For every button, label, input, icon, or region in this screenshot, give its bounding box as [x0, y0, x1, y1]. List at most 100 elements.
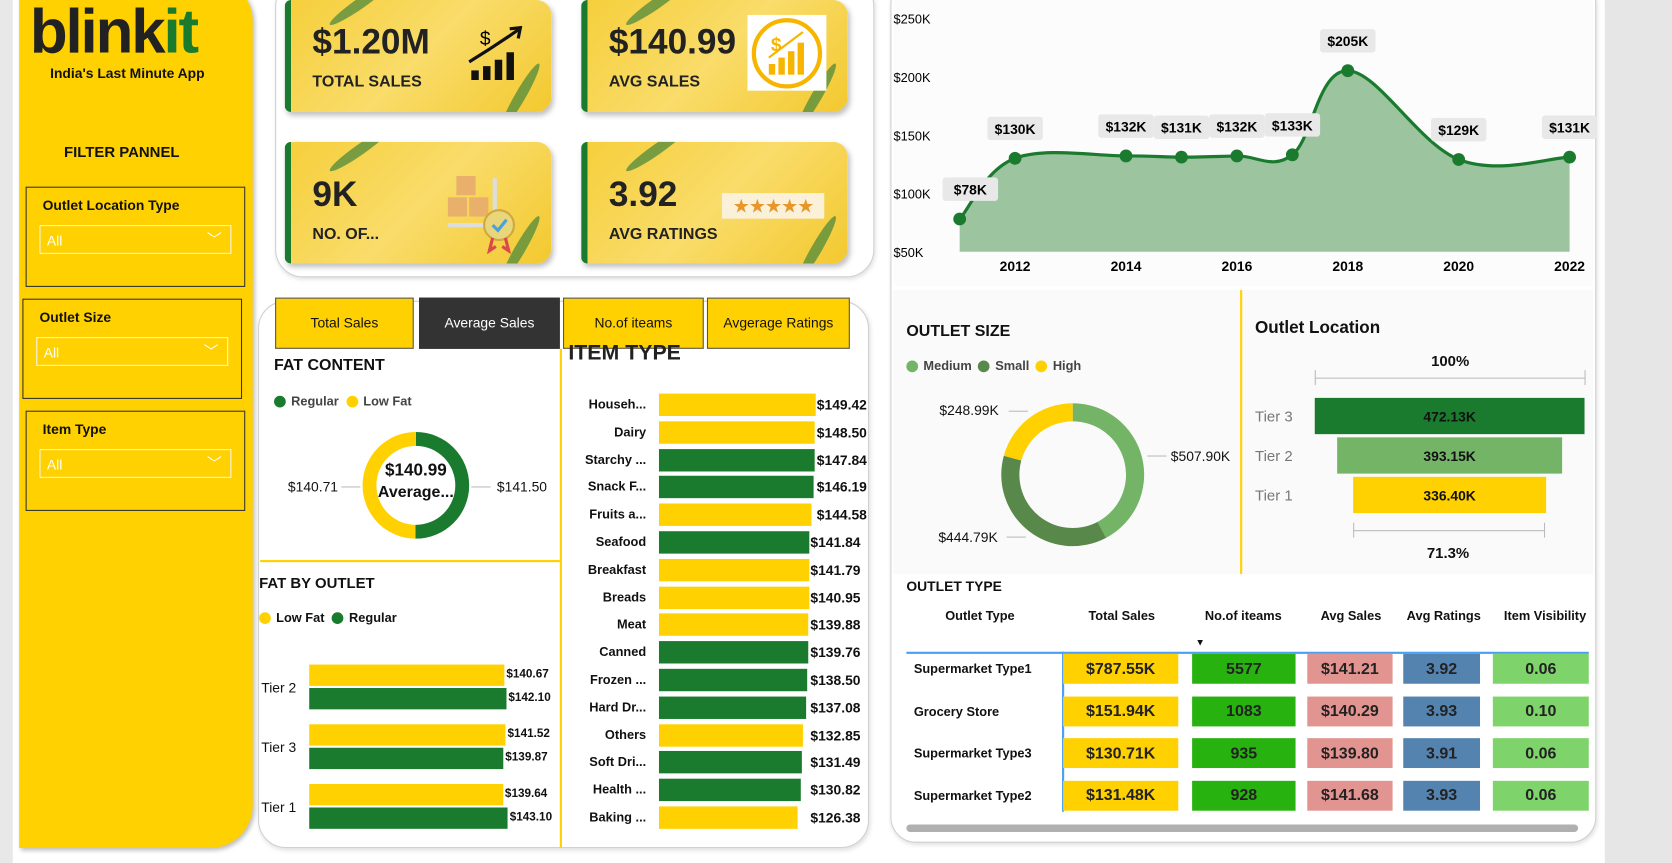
- table-cell: 1083: [1192, 696, 1296, 726]
- data-point[interactable]: [1008, 151, 1022, 165]
- funnel-bottom-bracket: [1353, 530, 1545, 532]
- tab-total-sales[interactable]: Total Sales: [275, 297, 414, 349]
- table-cell: 3.91: [1403, 738, 1481, 769]
- kpi-label: TOTAL SALES: [312, 72, 422, 91]
- item-type-bar: [658, 806, 798, 829]
- data-label-box: [987, 116, 1043, 141]
- data-point[interactable]: [1563, 150, 1576, 164]
- slice-small[interactable]: [1001, 455, 1107, 547]
- y-tick-label: $100K: [894, 187, 931, 202]
- item-type-bar: [658, 696, 807, 719]
- five-stars-icon: ★★★★★: [721, 193, 825, 219]
- boxes-trolley-icon: [447, 176, 516, 254]
- funnel-top-percent: 100%: [1431, 352, 1470, 370]
- table-cell: 935: [1192, 738, 1296, 769]
- data-label: $131K: [1549, 120, 1590, 136]
- data-label: $130K: [995, 121, 1036, 137]
- kpi-card-number-of-items: 9K NO. OF...: [284, 141, 552, 264]
- outlet-type-name: Supermarket Type3: [913, 745, 1032, 761]
- dropdown-value: All: [46, 232, 63, 249]
- outlet-size-dropdown[interactable]: All ﹀: [36, 337, 229, 366]
- sales-trend-area-chart: $50K $100K $150K $200K $250K 2012 2014 2016 2018…: [894, 11, 1597, 274]
- data-point[interactable]: [1175, 150, 1188, 164]
- data-point[interactable]: [953, 212, 967, 226]
- item-type-value: $139.88: [810, 616, 861, 633]
- funnel-bottom-percent: 71.3%: [1426, 544, 1470, 562]
- item-type-label: Fruits a...: [589, 506, 647, 522]
- item-type-label: Starchy ...: [585, 451, 647, 467]
- item-type-label: Others: [604, 727, 647, 742]
- table-cell: $131.48K: [1063, 780, 1179, 811]
- data-label-box: [1209, 114, 1265, 138]
- table-cell: $787.55K: [1063, 653, 1179, 684]
- filter-outlet-location-type: Outlet Location Type All ﹀: [25, 186, 246, 287]
- item-type-bar: [658, 641, 809, 664]
- x-tick-label: 2018: [1332, 258, 1363, 274]
- slice-high[interactable]: [1003, 403, 1073, 461]
- data-label: $131K: [1161, 120, 1202, 136]
- kpi-card-total-sales: $1.20M TOTAL SALES $: [284, 0, 552, 113]
- column-header: Total Sales: [1088, 608, 1156, 623]
- chevron-down-icon: ﹀: [203, 342, 219, 360]
- table-column-line: [1062, 651, 1064, 812]
- data-point[interactable]: [1119, 149, 1133, 163]
- kpi-value: 9K: [312, 173, 358, 214]
- item-type-value: $137.08: [810, 699, 861, 716]
- item-type-label: Breads: [602, 589, 647, 605]
- kpi-card-avg-ratings: 3.92 AVG RATINGS ★★★★★: [581, 141, 848, 264]
- outlet-type-title: OUTLET TYPE: [906, 578, 1002, 595]
- outlet-location-type-dropdown[interactable]: All ﹀: [39, 225, 232, 254]
- item-type-label: Breakfast: [587, 561, 647, 577]
- tab-number-of-items[interactable]: No.of iteams: [563, 297, 704, 349]
- y-tick-label: $250K: [894, 11, 931, 26]
- small-label: $444.79K: [938, 529, 998, 546]
- fat-by-outlet-legend: Low Fat Regular: [259, 610, 397, 625]
- item-type-label: Soft Dri...: [589, 754, 647, 770]
- divider: [559, 348, 562, 849]
- legend-swatch: [274, 395, 286, 407]
- data-label: $132K: [1106, 118, 1147, 134]
- item-type-dropdown[interactable]: All ﹀: [39, 449, 232, 478]
- legend-swatch: [978, 360, 990, 372]
- slice-medium[interactable]: [1072, 403, 1145, 538]
- item-type-bar: [658, 421, 816, 444]
- kpi-label: AVG SALES: [608, 72, 701, 91]
- filter-label: Outlet Size: [39, 309, 112, 326]
- donut-center-value: $140.99: [385, 461, 447, 481]
- legend-label: Low Fat: [363, 393, 412, 409]
- kpi-card-avg-sales: $140.99 AVG SALES $: [581, 0, 848, 113]
- data-label: $205K: [1327, 33, 1368, 49]
- data-point[interactable]: [1230, 149, 1244, 163]
- y-tick-label: $50K: [894, 245, 924, 260]
- chevron-down-icon: ﹀: [206, 230, 222, 248]
- bar-low-fat: [309, 724, 506, 746]
- x-tick-label: 2016: [1221, 258, 1252, 274]
- item-type-bar: [658, 476, 814, 499]
- data-label: $133K: [1272, 117, 1313, 133]
- horizontal-scrollbar[interactable]: [906, 824, 1579, 833]
- slice-low-fat[interactable]: [362, 432, 416, 539]
- table-header-line: [906, 651, 1589, 654]
- data-point[interactable]: [1452, 153, 1466, 166]
- bar-value-label: $141.52: [507, 727, 550, 741]
- data-point[interactable]: [1341, 64, 1355, 78]
- data-label: $129K: [1438, 122, 1479, 138]
- slice-regular[interactable]: [415, 432, 470, 539]
- tab-average-sales[interactable]: Average Sales: [419, 297, 560, 349]
- item-type-bar: [658, 586, 810, 609]
- svg-text:$: $: [771, 35, 782, 56]
- fat-content-title: FAT CONTENT: [274, 356, 385, 375]
- data-label-box: [1430, 117, 1487, 142]
- bar-value-label: $142.10: [508, 691, 551, 705]
- table-cell: 3.93: [1403, 780, 1481, 811]
- divider: [1240, 290, 1243, 574]
- tab-average-ratings[interactable]: Avgerage Ratings: [706, 297, 850, 349]
- item-type-bar: [658, 751, 802, 774]
- dropdown-value: All: [43, 344, 60, 361]
- legend-swatch: [346, 395, 358, 407]
- bar-value-label: $140.67: [506, 667, 549, 681]
- table-cell: 0.06: [1492, 780, 1589, 811]
- bar-value-label: $139.87: [505, 750, 548, 764]
- item-type-value: $138.50: [810, 672, 861, 689]
- data-point[interactable]: [1285, 148, 1299, 162]
